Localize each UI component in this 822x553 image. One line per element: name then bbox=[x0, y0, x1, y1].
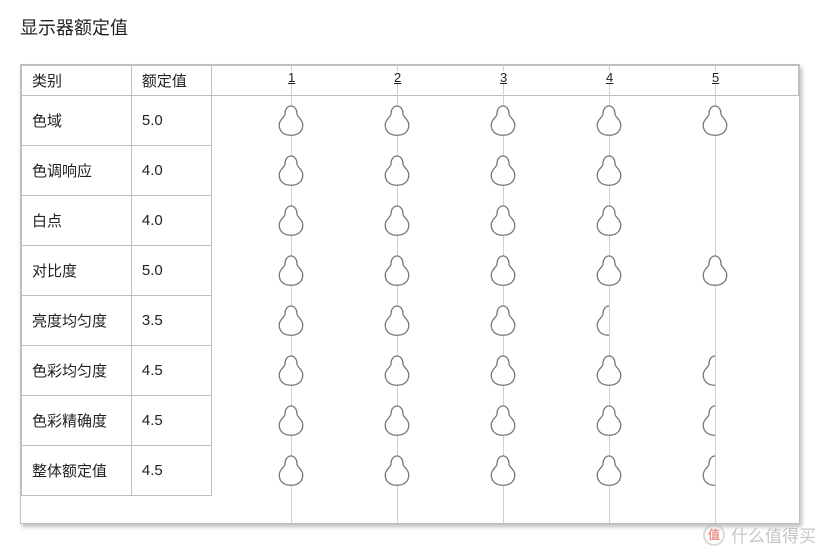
col-header-value: 额定值 bbox=[131, 66, 211, 96]
scale-tick-label: 5 bbox=[712, 71, 719, 84]
rating-icon bbox=[379, 303, 415, 339]
rating-icon bbox=[485, 103, 521, 139]
rating-icon bbox=[379, 403, 415, 439]
scale-area: 1 2 3 4 5 bbox=[211, 65, 799, 523]
cell-category: 色彩精确度 bbox=[22, 396, 132, 446]
rating-icon bbox=[697, 103, 733, 139]
cell-category: 整体额定值 bbox=[22, 446, 132, 496]
scale-tick-label: 3 bbox=[500, 71, 507, 84]
rating-icon-half bbox=[697, 353, 715, 389]
rating-icons-row bbox=[211, 195, 799, 245]
cell-value: 4.5 bbox=[131, 346, 211, 396]
rating-icons-row bbox=[211, 245, 799, 295]
cell-category: 色域 bbox=[22, 96, 132, 146]
rating-icons-row bbox=[211, 95, 799, 145]
rating-icon bbox=[485, 453, 521, 489]
cell-category: 色彩均匀度 bbox=[22, 346, 132, 396]
rating-icon bbox=[591, 153, 627, 189]
rating-icons-row bbox=[211, 345, 799, 395]
rating-icon bbox=[379, 253, 415, 289]
rating-icons-row bbox=[211, 295, 799, 345]
rating-icon bbox=[697, 253, 733, 289]
rating-icon bbox=[591, 353, 627, 389]
rating-icon bbox=[485, 203, 521, 239]
cell-category: 色调响应 bbox=[22, 146, 132, 196]
cell-value: 4.5 bbox=[131, 396, 211, 446]
rating-icon bbox=[379, 153, 415, 189]
rating-icon bbox=[485, 253, 521, 289]
rating-icon bbox=[591, 253, 627, 289]
rating-icon bbox=[591, 103, 627, 139]
cell-value: 4.0 bbox=[131, 196, 211, 246]
rating-icon bbox=[379, 103, 415, 139]
rating-icon bbox=[485, 403, 521, 439]
rating-icon bbox=[379, 353, 415, 389]
ratings-panel: 类别 额定值 色域5.0色调响应4.0白点4.0对比度5.0亮度均匀度3.5色彩… bbox=[20, 64, 800, 524]
rating-icon bbox=[485, 153, 521, 189]
rating-icon bbox=[591, 453, 627, 489]
rating-icon bbox=[273, 453, 309, 489]
rating-icon bbox=[273, 303, 309, 339]
cell-value: 5.0 bbox=[131, 246, 211, 296]
scale-tick-label: 4 bbox=[606, 71, 613, 84]
cell-category: 对比度 bbox=[22, 246, 132, 296]
rating-icon bbox=[591, 403, 627, 439]
rating-icon bbox=[591, 203, 627, 239]
rating-icon bbox=[273, 403, 309, 439]
cell-value: 3.5 bbox=[131, 296, 211, 346]
rating-icon bbox=[273, 103, 309, 139]
rating-icon bbox=[485, 303, 521, 339]
rating-icon-half bbox=[697, 403, 715, 439]
rating-icon bbox=[379, 453, 415, 489]
rating-icon bbox=[273, 253, 309, 289]
scale-tick-label: 1 bbox=[288, 71, 295, 84]
rating-icon-half bbox=[591, 303, 609, 339]
rating-icons-row bbox=[211, 395, 799, 445]
cell-value: 4.0 bbox=[131, 146, 211, 196]
scale-tick-label: 2 bbox=[394, 71, 401, 84]
rating-icons-row bbox=[211, 445, 799, 495]
rating-icon-half bbox=[697, 453, 715, 489]
rating-icon bbox=[485, 353, 521, 389]
cell-value: 5.0 bbox=[131, 96, 211, 146]
rating-icon bbox=[273, 203, 309, 239]
rating-icon bbox=[273, 153, 309, 189]
col-header-category: 类别 bbox=[22, 66, 132, 96]
rating-icon bbox=[379, 203, 415, 239]
page-title: 显示器额定值 bbox=[20, 0, 820, 64]
cell-value: 4.5 bbox=[131, 446, 211, 496]
rating-icon bbox=[273, 353, 309, 389]
cell-category: 亮度均匀度 bbox=[22, 296, 132, 346]
cell-category: 白点 bbox=[22, 196, 132, 246]
rating-icons-row bbox=[211, 145, 799, 195]
